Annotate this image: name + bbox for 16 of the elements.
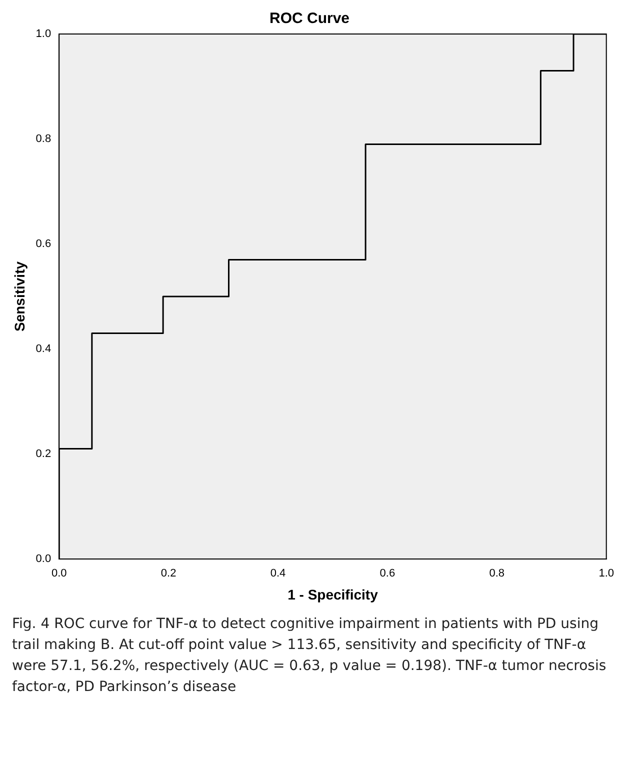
y-tick-label: 0.8 <box>36 133 52 146</box>
y-tick-label: 0.2 <box>36 448 52 460</box>
y-axis-title: Sensitivity <box>11 261 28 332</box>
y-tick-label: 0.6 <box>36 238 52 250</box>
y-tick-label: 1.0 <box>36 28 52 40</box>
x-tick-label: 1.0 <box>598 568 614 580</box>
x-tick-label: 0.2 <box>160 568 176 580</box>
x-tick-label: 0.8 <box>489 568 505 580</box>
y-tick-label: 0.4 <box>36 343 52 356</box>
x-tick-label: 0.0 <box>51 568 67 580</box>
x-tick-label: 0.6 <box>380 568 396 580</box>
x-tick-label: 0.4 <box>270 568 286 580</box>
caption: Fig. 4 ROC curve for TNF-α to detect cognitive impairment in patients with PD using trail making B. At cut-off point value > 113.65, sensitivity and specificity of TNF-α were 57.1, 56.2%, respectively (AUC = 0.63, p value = 0.198). TNF-α tumor necrosis factor-α, PD Parkinson’s disease <box>11 615 608 697</box>
chart-title: ROC Curve <box>269 10 350 28</box>
y-tick-label: 0.0 <box>36 553 52 566</box>
x-axis-title: 1 - Specificity <box>288 586 378 602</box>
